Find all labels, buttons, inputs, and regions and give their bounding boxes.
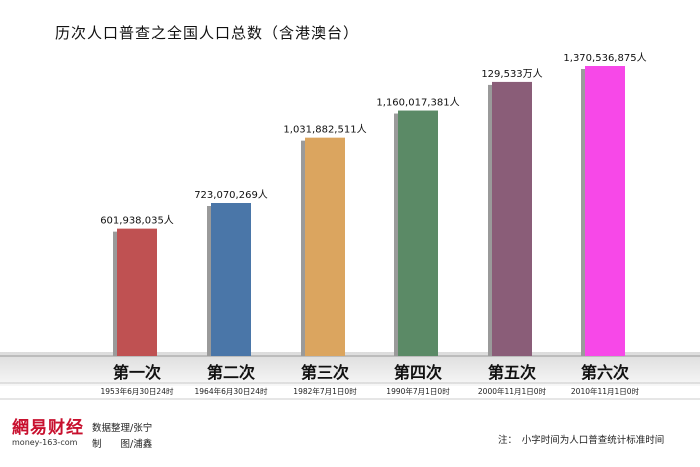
category-label: 第一次	[113, 363, 161, 382]
bar-value-label: 723,070,269人	[194, 189, 268, 201]
category-label: 第三次	[301, 363, 349, 382]
chart-floor	[0, 352, 700, 386]
bar-5	[492, 81, 532, 357]
bar-value-label: 1,370,536,875人	[563, 52, 646, 64]
census-date-label: 1990年7月1日0时	[386, 386, 450, 396]
bar-6	[585, 66, 625, 356]
bar-3	[305, 137, 345, 356]
chart-title: 历次人口普查之全国人口总数（含港澳台）	[55, 24, 360, 42]
census-date-label: 2010年11月1日0时	[571, 386, 640, 396]
category-label: 第五次	[488, 363, 536, 382]
footnote: 注： 小字时间为人口普查统计标准时间	[498, 435, 665, 446]
bar-4	[398, 110, 438, 356]
category-label: 第二次	[207, 363, 255, 382]
netease-finance-logo: 網易财经 money-163-com	[12, 418, 90, 452]
logo-text: 網易财经	[12, 418, 84, 438]
census-date-label: 2000年11月1日0时	[478, 386, 547, 396]
census-date-label: 1982年7月1日0时	[293, 386, 357, 396]
census-date-label: 1964年6月30日24时	[195, 386, 268, 396]
data-credit: 数据整理/张宁	[92, 423, 153, 434]
bar-value-label: 1,160,017,381人	[376, 97, 459, 109]
category-label: 第四次	[394, 363, 442, 382]
bar-value-label: 601,938,035人	[100, 215, 174, 227]
census-date-label: 1953年6月30日24时	[101, 386, 174, 396]
design-credit: 制 图/浦鑫	[92, 439, 153, 450]
bar-value-label: 1,031,882,511人	[283, 124, 366, 136]
bar-1	[117, 228, 157, 356]
category-label: 第六次	[581, 363, 629, 382]
bar-value-label: 129,533万人	[481, 68, 542, 80]
bar-2	[211, 203, 251, 356]
logo-subtext: money-163-com	[12, 438, 78, 447]
